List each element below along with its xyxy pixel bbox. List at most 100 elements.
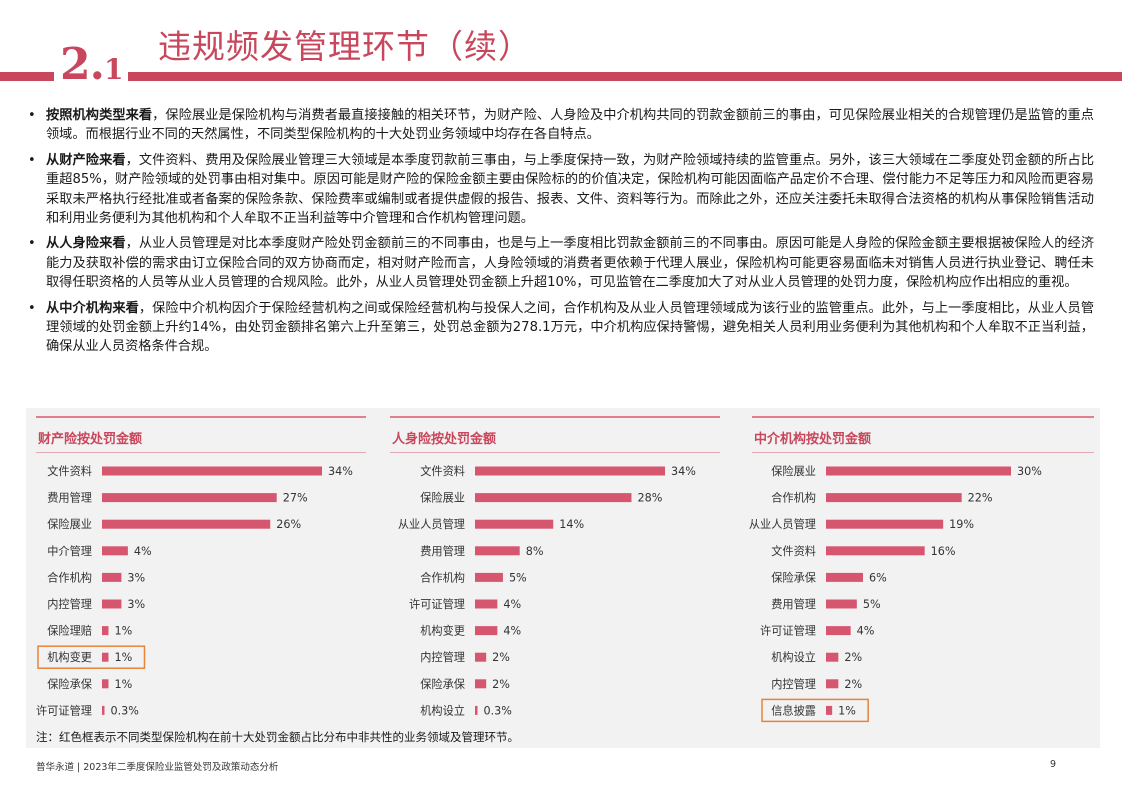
bar: [826, 546, 925, 556]
value-label: 1%: [114, 678, 132, 691]
category-label: 保险展业: [771, 464, 816, 478]
page-number: 9: [1049, 759, 1056, 770]
value-label: 0.3%: [111, 704, 140, 717]
value-label: 28%: [637, 492, 662, 505]
bar: [826, 652, 839, 662]
bar: [102, 599, 122, 609]
value-label: 34%: [328, 465, 353, 478]
category-label: 内控管理: [771, 677, 816, 691]
bar: [102, 626, 109, 636]
category-label: 许可证管理: [409, 597, 465, 611]
category-label: 文件资料: [771, 544, 816, 558]
value-label: 2%: [492, 651, 510, 664]
bar: [102, 705, 105, 715]
category-label: 从业人员管理: [749, 517, 816, 531]
category-label: 费用管理: [771, 597, 816, 611]
bar: [475, 493, 632, 503]
value-label: 5%: [509, 571, 527, 584]
bar: [826, 572, 863, 582]
section-number: 2.1: [54, 40, 129, 92]
category-label: 保险承保: [420, 677, 465, 691]
category-label: 从业人员管理: [398, 517, 465, 531]
value-label: 5%: [863, 598, 881, 611]
chart-top-rule: [36, 416, 366, 418]
value-label: 16%: [931, 545, 956, 558]
bar: [102, 572, 122, 582]
highlight-box: [37, 645, 146, 669]
bar: [826, 599, 857, 609]
footer-source: 普华永道 | 2023年二季度保险业监管处罚及政策动态分析: [36, 762, 279, 773]
header-rule: [0, 72, 1122, 81]
bar: [475, 626, 498, 636]
bar: [475, 599, 498, 609]
bar: [826, 679, 839, 689]
bar: [102, 679, 109, 689]
category-label: 机构变更: [47, 650, 92, 664]
category-label: 保险承保: [47, 677, 92, 691]
chart-title-rule: [390, 452, 720, 453]
chart-title-rule: [752, 452, 1094, 453]
category-label: 中介管理: [47, 544, 92, 558]
category-label: 文件资料: [420, 464, 465, 478]
category-label: 内控管理: [420, 650, 465, 664]
bar: [475, 705, 478, 715]
chart-svg: 文件资料 34% 保险展业 28% 从业人员管理 14% 费用管理 8% 合作机构 5% 许可证管理…: [398, 464, 696, 717]
bar: [475, 466, 665, 476]
highlight-box: [761, 698, 869, 723]
category-label: 内控管理: [47, 597, 92, 611]
category-label: 文件资料: [47, 464, 92, 478]
bar: [826, 519, 944, 529]
bar: [102, 519, 271, 529]
category-label: 费用管理: [420, 544, 465, 558]
chart-panel-background: [26, 408, 1100, 748]
bar: [475, 679, 487, 689]
bar: [102, 466, 322, 476]
chart-title: 中介机构按处罚金额: [754, 432, 872, 447]
chart-title-rule: [36, 452, 366, 453]
chart-note: 注：红色框表示不同类型保险机构在前十大处罚金额占比分布中非共性的业务领域及管理环…: [36, 730, 519, 744]
value-label: 4%: [857, 625, 875, 638]
value-label: 1%: [114, 625, 132, 638]
value-label: 6%: [869, 571, 887, 584]
category-label: 费用管理: [47, 491, 92, 505]
value-label: 1%: [114, 651, 132, 664]
value-label: 2%: [492, 678, 510, 691]
bar: [826, 493, 962, 503]
page-title: 违规频发管理环节（续）: [158, 27, 532, 66]
category-label: 合作机构: [420, 570, 465, 584]
value-label: 30%: [1017, 465, 1042, 478]
value-label: 8%: [526, 545, 544, 558]
category-label: 保险展业: [420, 491, 465, 505]
value-label: 34%: [671, 465, 696, 478]
category-label: 保险展业: [47, 517, 92, 531]
chart-svg: 保险展业 30% 合作机构 22% 从业人员管理 19% 文件资料 16% 保险承保 6% 费用管理…: [749, 464, 1042, 723]
bar: [826, 466, 1011, 476]
chart-title: 人身险按处罚金额: [392, 432, 497, 447]
value-label: 4%: [503, 598, 521, 611]
bullet-list: 按照机构类型来看，保险展业是保险机构与消费者最直接接触的相关环节，为财产险、人身…: [28, 106, 1094, 363]
category-label: 许可证管理: [36, 703, 92, 717]
category-label: 机构设立: [420, 703, 465, 717]
value-label: 14%: [559, 518, 584, 531]
category-label: 信息披露: [771, 703, 816, 717]
value-label: 4%: [134, 545, 152, 558]
bullet-item: 按照机构类型来看，保险展业是保险机构与消费者最直接接触的相关环节，为财产险、人身…: [28, 106, 1094, 145]
value-label: 27%: [283, 492, 308, 505]
bar: [475, 652, 487, 662]
value-label: 0.3%: [484, 704, 513, 717]
value-label: 2%: [844, 678, 862, 691]
bar: [826, 626, 851, 636]
bullet-item: 从人身险来看，从业人员管理是对比本季度财产险处罚金额前三的不同事由，也是与上一季…: [28, 234, 1094, 292]
category-label: 机构变更: [420, 624, 465, 638]
bullet-item: 从中介机构来看，保险中介机构因介于保险经营机构之间或保险经营机构与投保人之间，合…: [28, 299, 1094, 357]
value-label: 26%: [276, 518, 301, 531]
category-label: 合作机构: [47, 570, 92, 584]
value-label: 3%: [127, 598, 145, 611]
bar: [102, 652, 109, 662]
chart-svg: 文件资料 34% 费用管理 27% 保险展业 26% 中介管理 4% 合作机构 3% 内控管理 3% 保…: [36, 464, 353, 717]
value-label: 22%: [968, 492, 993, 505]
bar: [475, 572, 503, 582]
category-label: 许可证管理: [760, 624, 816, 638]
value-label: 19%: [949, 518, 974, 531]
chart-top-rule: [752, 416, 1094, 418]
